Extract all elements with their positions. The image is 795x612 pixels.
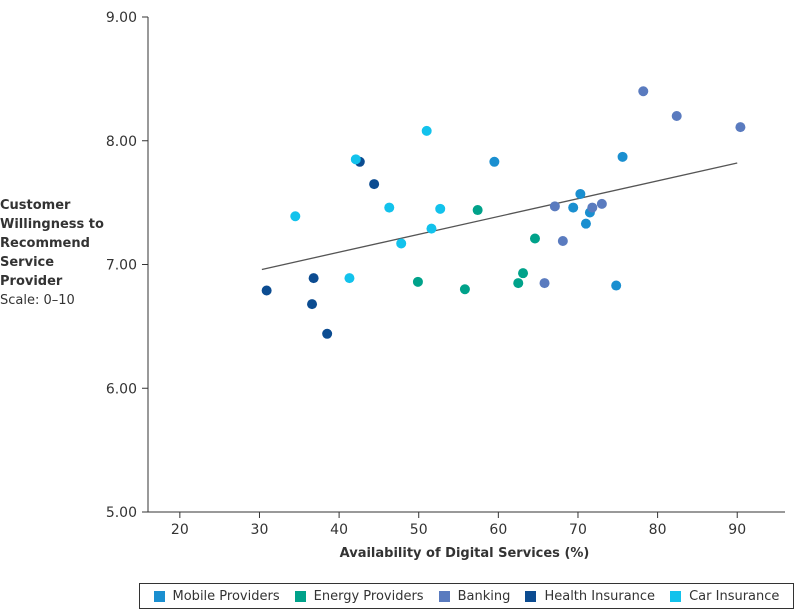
data-point	[307, 299, 318, 310]
data-point	[557, 235, 568, 246]
data-point	[638, 86, 649, 97]
x-tick-label: 70	[569, 522, 587, 538]
legend-label: Health Insurance	[544, 588, 656, 604]
y-tick-label: 9.00	[106, 10, 137, 26]
y-tick-label: 5.00	[106, 505, 137, 521]
series-car-insurance	[290, 125, 446, 284]
y-tick-label: 7.00	[106, 258, 137, 274]
data-point	[322, 328, 333, 339]
data-point	[459, 284, 470, 295]
legend-item: Banking	[438, 588, 511, 604]
legend-label: Banking	[457, 588, 511, 604]
data-point	[290, 211, 301, 222]
legend-swatch	[438, 590, 450, 602]
data-point	[472, 205, 483, 216]
legend-swatch	[670, 590, 682, 602]
trendline-segment	[261, 162, 738, 271]
y-axis-subtitle: Scale: 0–10	[0, 293, 75, 308]
axes: 5.00 6.00 7.00 8.00 9.00 20 30 40 50 60 70 80 90 Avai…	[106, 10, 785, 561]
y-axis-label: Customer Willingness to Recommend Servic…	[0, 196, 110, 310]
series-energy-providers	[412, 205, 540, 295]
data-point	[369, 179, 380, 190]
x-axis-title: Availability of Digital Services (%)	[340, 546, 590, 561]
x-tick-label: 40	[330, 522, 348, 538]
data-point	[529, 233, 540, 244]
data-point	[344, 273, 355, 284]
legend-item: Car Insurance	[670, 589, 779, 604]
x-tick-label: 80	[649, 522, 667, 538]
data-point	[539, 278, 550, 289]
x-tick-label: 20	[171, 522, 189, 538]
data-point	[384, 202, 395, 213]
data-point	[596, 198, 607, 209]
series-banking	[539, 86, 746, 289]
legend: Mobile Providers Energy Providers Banking H…	[139, 583, 794, 609]
data-point	[396, 238, 407, 249]
data-point	[426, 223, 437, 234]
legend-label: Mobile Providers	[172, 588, 280, 604]
scatter-chart: 5.00 6.00 7.00 8.00 9.00 20 30 40 50 60 70 80 90 Avai…	[106, 10, 785, 561]
legend-label: Energy Providers	[313, 588, 424, 604]
data-point	[611, 280, 622, 291]
y-tick-label: 8.00	[106, 134, 137, 150]
legend-item: Energy Providers	[294, 588, 424, 604]
data-point	[308, 273, 319, 284]
legend-swatch	[153, 590, 165, 602]
data-point	[412, 276, 423, 287]
x-tick-label: 90	[728, 522, 746, 538]
data-point	[575, 188, 586, 199]
legend-label: Car Insurance	[689, 588, 780, 604]
y-tick-label: 6.00	[106, 381, 137, 397]
data-point	[421, 125, 432, 136]
legend-swatch	[525, 590, 537, 602]
data-point	[671, 111, 682, 121]
data-point	[435, 203, 446, 214]
data-points	[261, 86, 746, 339]
data-point	[518, 268, 529, 279]
data-point	[580, 218, 591, 229]
series-health-insurance	[261, 156, 380, 339]
x-tick-label: 30	[251, 522, 269, 538]
data-point	[617, 151, 628, 162]
data-point	[261, 285, 272, 296]
series-mobile-providers	[489, 151, 628, 291]
x-tick-label: 50	[410, 522, 428, 538]
data-point	[587, 202, 598, 213]
y-axis-title: Customer Willingness to Recommend Servic…	[0, 198, 104, 289]
data-point	[735, 122, 746, 133]
legend-item: Mobile Providers	[153, 588, 280, 604]
legend-item: Health Insurance	[525, 589, 655, 604]
x-tick-label: 60	[489, 522, 507, 538]
data-point	[568, 202, 579, 213]
data-point	[350, 154, 361, 165]
data-point	[513, 278, 524, 289]
data-point	[489, 156, 500, 167]
trendline	[261, 162, 738, 271]
data-point	[549, 201, 560, 212]
legend-swatch	[294, 590, 306, 602]
